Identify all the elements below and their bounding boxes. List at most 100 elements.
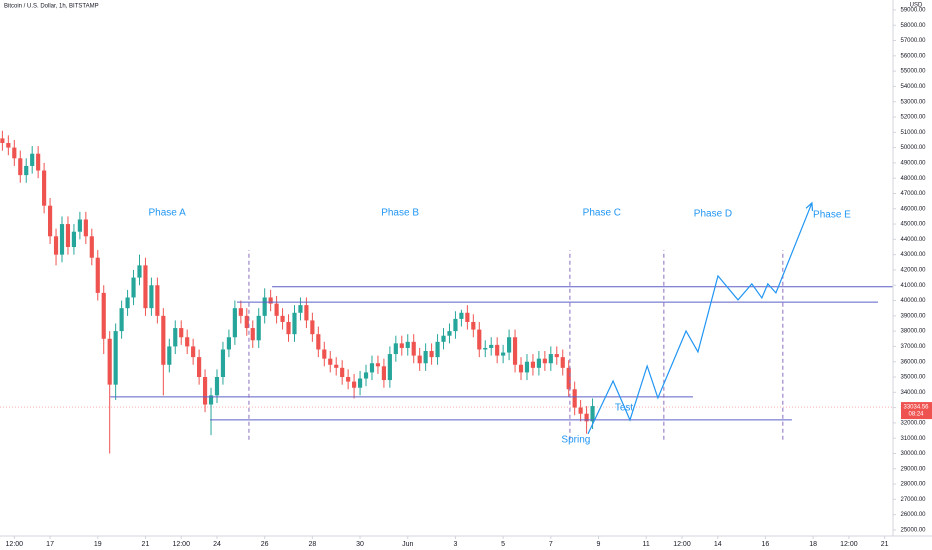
- candle-body: [316, 334, 321, 350]
- y-tick-label: 41000.00: [900, 283, 926, 289]
- candle-body: [12, 147, 17, 159]
- candle-body: [65, 224, 71, 248]
- candle-body: [542, 358, 547, 364]
- annotation: Phase B: [381, 208, 419, 219]
- candle-body: [244, 315, 249, 329]
- candle-body: [36, 153, 41, 171]
- candle-body: [250, 328, 255, 341]
- candle-body: [399, 343, 404, 348]
- candle-body: [89, 236, 94, 258]
- candle-body: [59, 224, 65, 255]
- y-tick-label: 42000.00: [900, 268, 926, 274]
- candle-body: [149, 285, 154, 309]
- candle-body: [447, 331, 452, 336]
- candle-body: [560, 357, 565, 368]
- y-tick-label: 57000.00: [900, 38, 926, 44]
- y-tick-label: 48000.00: [900, 176, 926, 182]
- candle-body: [77, 219, 82, 232]
- candle-body: [590, 406, 595, 422]
- candle-body: [352, 381, 357, 388]
- axes: 25000.00 26000.00 27000.00 28000.00 29000.00…: [6, 8, 932, 548]
- candle-body: [292, 312, 297, 335]
- candle-body: [393, 343, 398, 355]
- candle-body: [119, 308, 124, 332]
- candle-body: [304, 305, 309, 321]
- y-tick-label: 39000.00: [900, 313, 926, 319]
- x-tick-label: 14: [714, 541, 722, 548]
- candle-body: [161, 315, 166, 365]
- candle-body: [530, 361, 536, 368]
- candle-body: [280, 315, 285, 322]
- candle-body: [71, 231, 77, 248]
- annotation: Phase E: [813, 210, 851, 221]
- candle-body: [232, 308, 237, 338]
- y-tick-label: 27000.00: [900, 497, 926, 503]
- y-tick-label: 30000.00: [900, 451, 926, 457]
- y-tick-label: 43000.00: [900, 252, 926, 258]
- candle-body: [471, 321, 476, 330]
- x-tick-label: 12:00: [673, 541, 691, 548]
- y-tick-label: 46000.00: [900, 206, 926, 212]
- y-tick-label: 32000.00: [900, 420, 926, 426]
- x-tick-label: 9: [597, 541, 601, 548]
- candle-body: [155, 285, 160, 316]
- x-tick-label: 5: [501, 541, 505, 548]
- x-tick-label: 28: [308, 541, 316, 548]
- candle-body: [536, 358, 541, 368]
- candle-body: [220, 349, 226, 378]
- candle-body: [340, 367, 345, 378]
- y-tick-label: 51000.00: [900, 130, 926, 136]
- candle-body: [411, 341, 416, 356]
- candle-body: [489, 344, 494, 348]
- candle-body: [256, 315, 261, 341]
- candle-body: [137, 265, 142, 278]
- last-price-label: 33034.56: [903, 405, 929, 411]
- x-tick-label: 21: [881, 541, 889, 548]
- candle-body: [310, 320, 315, 335]
- y-tick-label: 58000.00: [900, 23, 926, 29]
- plot-area: Phase A Phase B Phase C Phase D Phase E Sprin…: [0, 130, 928, 454]
- candle-body: [47, 205, 53, 237]
- axis-unit: USD: [910, 3, 923, 9]
- candle-body: [501, 352, 506, 356]
- x-tick-label: 12:00: [840, 541, 858, 548]
- candle-body: [554, 354, 559, 358]
- candle-body: [363, 372, 369, 379]
- candle-body: [143, 265, 148, 309]
- candle-body: [518, 364, 524, 373]
- y-tick-label: 49000.00: [900, 160, 926, 166]
- candle-body: [495, 344, 500, 356]
- candle-body: [298, 305, 303, 313]
- y-tick-label: 56000.00: [900, 53, 926, 59]
- y-tick-label: 52000.00: [900, 115, 926, 121]
- annotation: Phase C: [583, 208, 621, 219]
- candle-body: [107, 338, 112, 385]
- candle-body: [173, 328, 178, 347]
- y-tick-label: 31000.00: [900, 436, 926, 442]
- candle-body: [101, 292, 106, 339]
- x-tick-label: Jun: [402, 541, 413, 548]
- candle-body: [483, 347, 488, 350]
- candle-body: [512, 337, 518, 365]
- y-tick-label: 28000.00: [900, 482, 926, 488]
- candle-body: [286, 321, 291, 335]
- candle-body: [405, 341, 410, 348]
- candle-body: [548, 354, 553, 364]
- y-tick-label: 55000.00: [900, 69, 926, 75]
- y-tick-label: 40000.00: [900, 298, 926, 304]
- candle-body: [179, 328, 184, 338]
- annotation: Phase A: [149, 208, 187, 219]
- y-tick-label: 25000.00: [900, 528, 926, 534]
- candle-body: [95, 257, 100, 293]
- y-tick-label: 35000.00: [900, 375, 926, 381]
- x-tick-label: 17: [46, 541, 54, 548]
- candle-body: [191, 346, 196, 358]
- candle-body: [584, 413, 589, 422]
- y-tick-label: 36000.00: [900, 359, 926, 365]
- candle-body: [238, 308, 243, 316]
- candle-body: [125, 297, 130, 309]
- candle-body: [357, 378, 363, 388]
- x-tick-label: 3: [453, 541, 457, 548]
